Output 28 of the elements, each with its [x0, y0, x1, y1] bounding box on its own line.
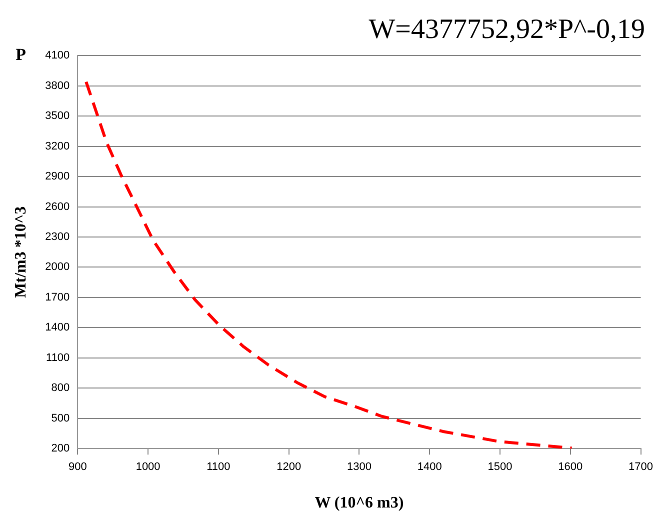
x-tick-label: 1600 [558, 461, 583, 474]
y-axis-title: Mt/m3 *10^3 [12, 206, 30, 298]
y-tick-label: 4100 [45, 50, 70, 62]
x-axis-title: W (10^6 m3) [314, 494, 404, 512]
x-tick-label: 1100 [206, 461, 230, 474]
y-tick-label: 1400 [45, 322, 70, 334]
y-tick-label: 1700 [45, 291, 70, 304]
x-tick-label: 900 [68, 461, 87, 474]
y-tick-label: 2900 [45, 170, 70, 183]
x-tick-label: 1400 [417, 461, 442, 474]
line-series [84, 80, 574, 449]
x-tick-label: 1000 [136, 461, 160, 474]
y-tick-label: 2000 [45, 261, 70, 274]
x-tick-label: 1700 [628, 461, 654, 474]
y-tick-label: 3500 [45, 110, 70, 122]
text: P [16, 44, 26, 64]
chart-title: W=4377752,92*P^-0,19 [368, 14, 645, 46]
y-tick-label: 500 [51, 412, 70, 424]
y-tick-label: 800 [51, 382, 70, 394]
y-tick-label: 2600 [45, 200, 70, 213]
y-tick-label: 3200 [45, 140, 70, 152]
y-tick-label: 2300 [45, 231, 70, 244]
x-tick-label: 1200 [276, 461, 302, 474]
y-tick-label: 1100 [46, 352, 70, 364]
y-tick-label: 200 [51, 442, 70, 455]
x-tick-label: 1500 [488, 461, 512, 474]
x-tick-label: 1300 [346, 461, 372, 474]
y-tick-label: 3800 [45, 80, 70, 92]
